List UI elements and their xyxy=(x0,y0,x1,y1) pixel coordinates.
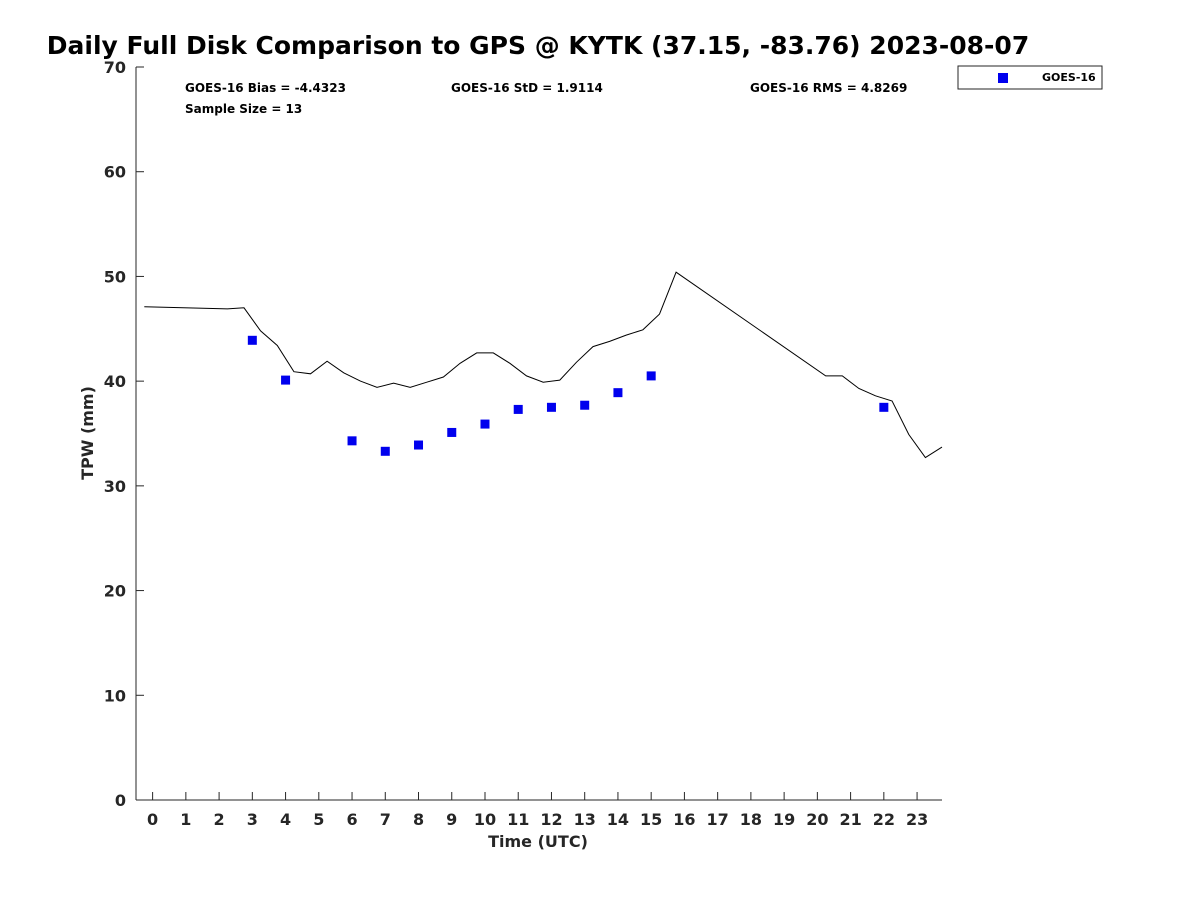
y-tick-label: 10 xyxy=(104,686,126,705)
x-tick-label: 2 xyxy=(214,810,225,829)
bias-stat: GOES-16 Bias = -4.4323 xyxy=(185,81,346,95)
goes16-point xyxy=(513,404,523,414)
gps-tpw-line xyxy=(144,271,943,459)
x-tick-label: 18 xyxy=(740,810,762,829)
x-tick-label: 13 xyxy=(574,810,596,829)
goes16-point xyxy=(380,446,390,456)
x-tick-label: 21 xyxy=(839,810,861,829)
x-tick-label: 12 xyxy=(540,810,562,829)
axes-frame xyxy=(136,67,942,800)
goes16-point xyxy=(580,400,590,410)
x-tick-label: 6 xyxy=(346,810,357,829)
y-tick-label: 60 xyxy=(104,163,126,182)
x-tick-label: 15 xyxy=(640,810,662,829)
y-tick-label: 20 xyxy=(104,582,126,601)
y-tick-label: 0 xyxy=(115,791,126,810)
x-tick-label: 10 xyxy=(474,810,496,829)
goes16-point xyxy=(879,402,889,412)
chart-title: Daily Full Disk Comparison to GPS @ KYTK… xyxy=(47,31,1029,60)
goes16-point xyxy=(281,375,291,385)
y-axis-label: TPW (mm) xyxy=(78,386,97,480)
x-tick-label: 19 xyxy=(773,810,795,829)
legend: GOES-16 xyxy=(957,65,1103,90)
goes16-point xyxy=(347,436,357,446)
x-tick-label: 17 xyxy=(707,810,729,829)
goes16-point xyxy=(414,440,424,450)
x-tick-label: 16 xyxy=(673,810,695,829)
goes16-point xyxy=(613,388,623,398)
legend-label-goes16: GOES-16 xyxy=(1042,71,1096,84)
x-tick-label: 0 xyxy=(147,810,158,829)
y-tick-label: 40 xyxy=(104,372,126,391)
x-tick-label: 1 xyxy=(180,810,191,829)
x-axis-label: Time (UTC) xyxy=(488,832,588,851)
x-tick-label: 22 xyxy=(873,810,895,829)
goes16-point xyxy=(247,335,257,345)
sample-size-stat: Sample Size = 13 xyxy=(185,102,302,116)
y-tick-label: 70 xyxy=(104,58,126,77)
x-tick-label: 9 xyxy=(446,810,457,829)
goes16-point xyxy=(646,371,656,381)
x-tick-label: 8 xyxy=(413,810,424,829)
rms-stat: GOES-16 RMS = 4.8269 xyxy=(750,81,907,95)
y-tick-label: 30 xyxy=(104,477,126,496)
y-tick-label: 50 xyxy=(104,267,126,286)
legend-marker-goes16 xyxy=(998,73,1008,83)
x-tick-label: 23 xyxy=(906,810,928,829)
x-tick-label: 7 xyxy=(380,810,391,829)
series-layer xyxy=(144,271,943,459)
std-stat: GOES-16 StD = 1.9114 xyxy=(451,81,603,95)
x-tick-label: 5 xyxy=(313,810,324,829)
goes16-point xyxy=(447,427,457,437)
x-tick-label: 14 xyxy=(607,810,629,829)
goes16-point xyxy=(480,419,490,429)
x-tick-label: 20 xyxy=(806,810,828,829)
x-tick-label: 4 xyxy=(280,810,291,829)
x-tick-label: 11 xyxy=(507,810,529,829)
x-ticks: 0 1 2 3 4 5 6 7 8 9 10 11 12 13 14 15 16 17 18 19 20 21 22 23 xyxy=(147,792,928,829)
y-ticks: 0 10 20 30 40 50 60 70 xyxy=(104,58,144,810)
x-tick-label: 3 xyxy=(247,810,258,829)
goes16-point xyxy=(546,402,556,412)
legend-box xyxy=(957,65,1103,90)
